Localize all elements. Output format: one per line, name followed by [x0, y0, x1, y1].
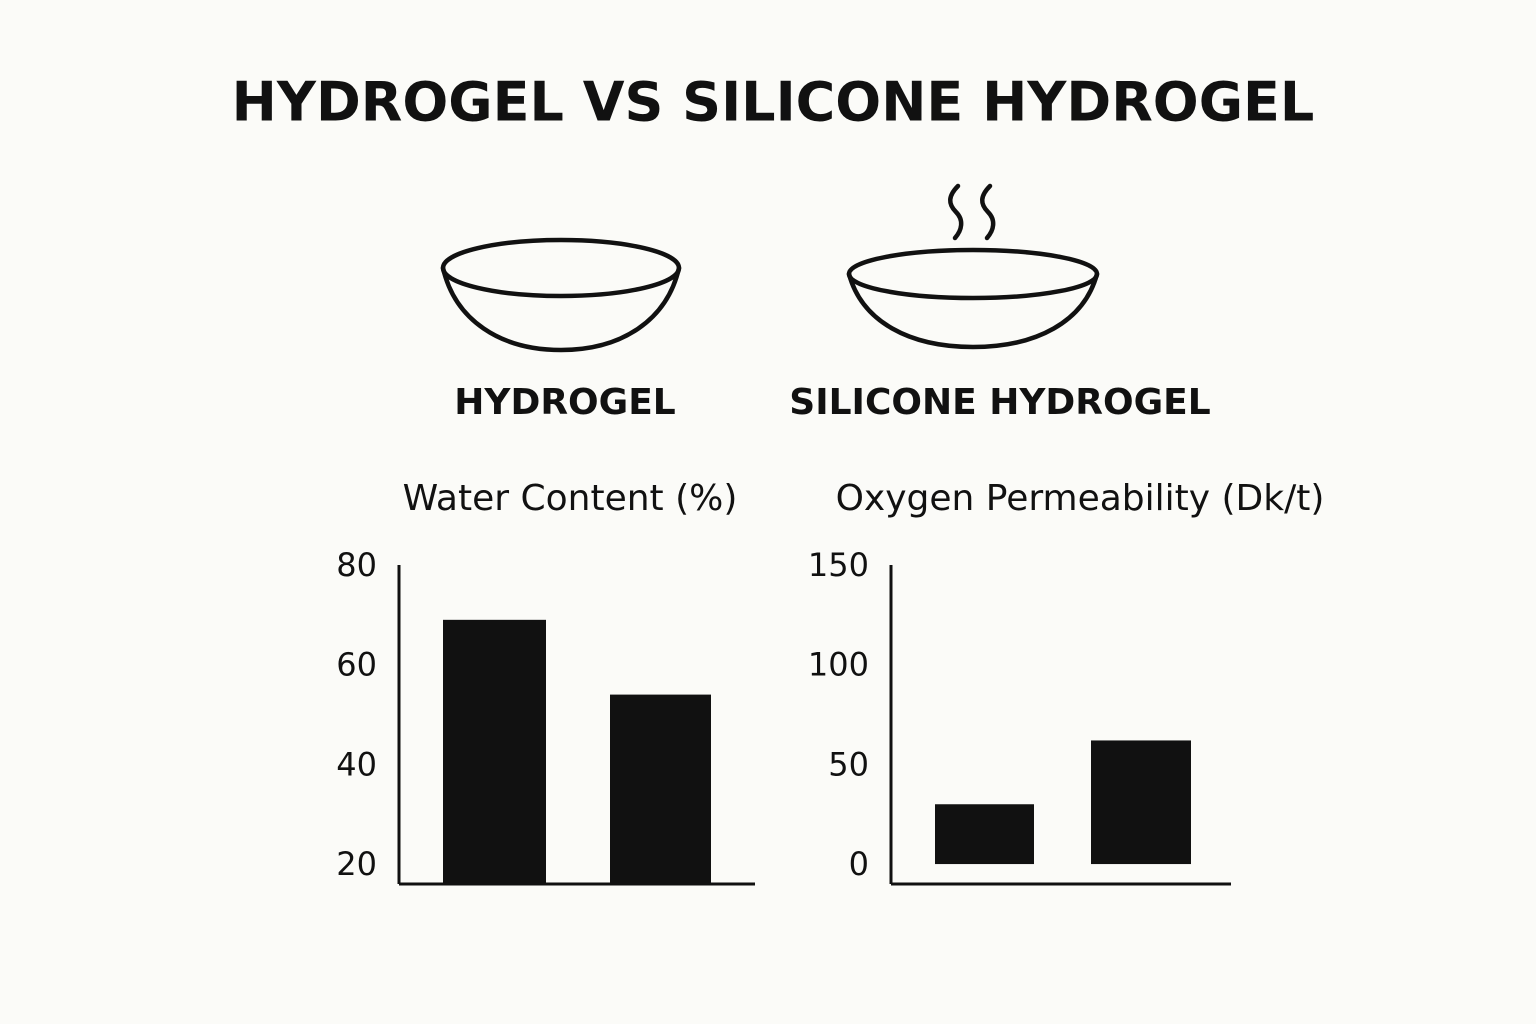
silicone-lens-icon — [846, 183, 1100, 350]
bar — [610, 694, 711, 884]
y-tick-label: 60 — [336, 646, 377, 684]
y-tick-label: 150 — [808, 546, 869, 584]
chart-title: Oxygen Permeability (Dk/t) — [836, 478, 1325, 519]
chart-title: Water Content (%) — [403, 478, 738, 519]
y-tick-label: 40 — [336, 745, 377, 783]
bar — [935, 804, 1034, 865]
y-tick-label: 100 — [808, 646, 869, 684]
y-tick-label: 50 — [828, 745, 869, 783]
y-tick-label: 0 — [849, 845, 869, 883]
bar — [1091, 740, 1191, 865]
bar — [443, 619, 546, 884]
hydrogel-lens-icon — [440, 237, 682, 353]
y-tick-label: 20 — [336, 845, 377, 883]
lens-label: HYDROGEL — [454, 382, 675, 423]
lens-label: SILICONE HYDROGEL — [789, 382, 1210, 423]
y-tick-label: 80 — [336, 546, 377, 584]
title: HYDROGEL VS SILICONE HYDROGEL — [232, 71, 1315, 134]
